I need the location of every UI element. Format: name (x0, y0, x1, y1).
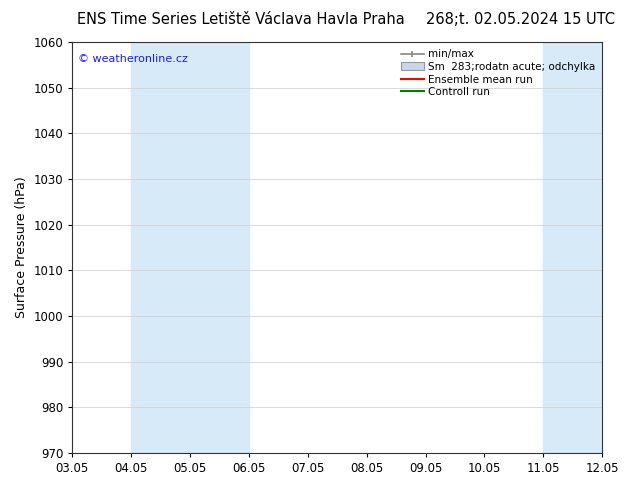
Legend: min/max, Sm  283;rodatn acute; odchylka, Ensemble mean run, Controll run: min/max, Sm 283;rodatn acute; odchylka, … (399, 47, 597, 99)
Text: © weatheronline.cz: © weatheronline.cz (77, 54, 188, 64)
Bar (543, 42, 623, 453)
Text: 268;t. 02.05.2024 15 UTC: 268;t. 02.05.2024 15 UTC (426, 12, 615, 27)
Text: ENS Time Series Letiště Václava Havla Praha: ENS Time Series Letiště Václava Havla Pr… (77, 12, 404, 27)
Bar (131, 42, 249, 453)
Y-axis label: Surface Pressure (hPa): Surface Pressure (hPa) (15, 176, 28, 318)
